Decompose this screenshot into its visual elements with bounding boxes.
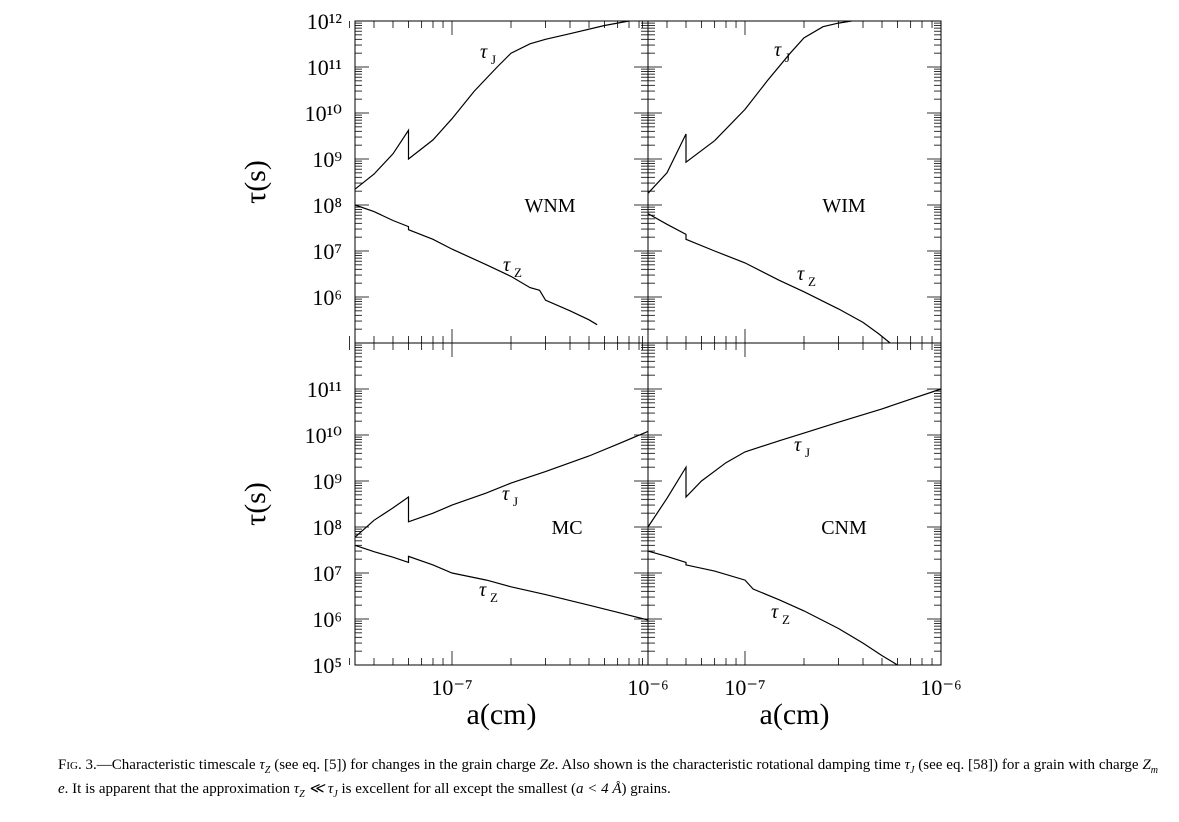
panel-label: WIM — [822, 195, 866, 217]
y-tick-label: 10¹¹ — [307, 377, 342, 402]
plot-frame — [354, 20, 649, 344]
curve-label-sub-tau-j: J — [785, 50, 790, 65]
caption-tau-j-sub: J — [910, 765, 915, 776]
series-line-tau-z — [354, 204, 598, 326]
curve-label-tau-z: τ — [503, 254, 511, 276]
caption-text-3: . Also shown is the characteristic rotat… — [554, 757, 905, 773]
y-tick-label: 10⁸ — [312, 193, 342, 218]
series-line-tau-j — [354, 430, 649, 538]
series-line-tau-z — [354, 544, 649, 621]
figure-caption: Fig. 3.—Characteristic timescale τZ (see… — [58, 756, 1158, 804]
y-axis-label: τ(s) — [239, 160, 272, 204]
caption-tau-z-sub: Z — [264, 765, 271, 776]
caption-tau-j: τ — [904, 757, 910, 773]
y-tick-label: 10⁹ — [312, 147, 342, 172]
y-axis-label: τ(s) — [239, 482, 272, 526]
caption-zm: Z — [1142, 757, 1151, 773]
curve-label-sub-tau-z: Z — [808, 274, 816, 289]
y-tick-label: 10⁶ — [312, 285, 342, 310]
caption-zm-sub: m — [1150, 765, 1159, 776]
curve-label-sub-tau-z: Z — [782, 612, 790, 627]
caption-approx-sub1: Z — [299, 789, 305, 800]
x-tick-label: 10⁻⁷ — [431, 675, 472, 700]
panel-label: MC — [551, 517, 582, 539]
curve-label-tau-j: τ — [480, 41, 488, 63]
caption-text-4: (see eq. [58]) for a grain with charge — [914, 757, 1143, 773]
x-tick-label: 10⁻⁶ — [627, 675, 668, 700]
y-tick-label: 10⁵ — [312, 653, 342, 678]
curve-label-tau-z: τ — [479, 579, 487, 601]
y-tick-label: 10⁷ — [312, 239, 342, 264]
caption-ze: Ze — [539, 757, 555, 773]
panel-label: CNM — [821, 517, 867, 539]
curve-label-sub-tau-z: Z — [514, 265, 522, 280]
y-tick-label: 10¹⁰ — [305, 423, 343, 448]
series-line-tau-j — [354, 20, 630, 190]
y-tick-label: 10⁹ — [312, 469, 342, 494]
y-tick-label: 10⁷ — [312, 561, 342, 586]
caption-text-5: . It is apparent that the approximation — [64, 781, 294, 797]
x-axis-label: a(cm) — [467, 698, 537, 731]
series-line-tau-z — [647, 213, 891, 344]
plot-frame — [647, 342, 942, 666]
series-line-tau-z — [647, 550, 898, 666]
caption-text-2: (see eq. [5]) for changes in the grain c… — [270, 757, 540, 773]
caption-text-1: —Characteristic timescale — [96, 757, 260, 773]
curve-label-sub-tau-j: J — [805, 445, 810, 460]
caption-tau-z: τ — [259, 757, 265, 773]
caption-text-7: ) grains. — [621, 781, 671, 797]
y-tick-label: 10¹² — [307, 9, 343, 34]
curve-label-sub-tau-z: Z — [490, 590, 498, 605]
curve-label-tau-j: τ — [774, 39, 782, 61]
caption-approx: τ — [293, 781, 300, 797]
y-tick-label: 10¹¹ — [307, 55, 342, 80]
plot-frame — [647, 20, 942, 344]
x-axis-label: a(cm) — [760, 698, 830, 731]
caption-approx-sub2: J — [333, 789, 338, 800]
curve-label-tau-j: τ — [502, 483, 510, 505]
x-tick-label: 10⁻⁶ — [920, 675, 961, 700]
caption-text-6: is excellent for all except the smallest… — [337, 781, 577, 797]
caption-zm-e: e — [58, 781, 65, 797]
series-line-tau-j — [647, 20, 852, 194]
curve-label-sub-tau-j: J — [513, 494, 518, 509]
panel-label: WNM — [524, 195, 575, 217]
y-tick-label: 10⁶ — [312, 607, 342, 632]
curve-label-tau-z: τ — [771, 601, 779, 623]
caption-label: Fig. 3. — [58, 757, 97, 773]
curve-label-tau-z: τ — [797, 263, 805, 285]
curve-label-tau-j: τ — [794, 434, 802, 456]
x-tick-label: 10⁻⁷ — [724, 675, 765, 700]
series-line-tau-j — [647, 388, 942, 528]
caption-approx-rel: ≪ τ — [304, 781, 334, 797]
y-tick-label: 10⁸ — [312, 515, 342, 540]
curve-label-sub-tau-j: J — [491, 52, 496, 67]
y-tick-label: 10¹⁰ — [305, 101, 343, 126]
caption-cond: a < 4 Å — [576, 781, 622, 797]
